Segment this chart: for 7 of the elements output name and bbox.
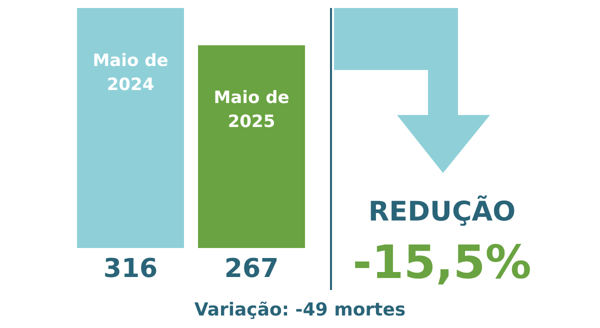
data-label: 316 bbox=[103, 254, 158, 284]
text: REDUÇÃO bbox=[368, 194, 516, 228]
x-tick-label: Maio de 2024 bbox=[92, 51, 168, 95]
text: -15,5% bbox=[352, 235, 532, 289]
text: Variação: -49 mortes bbox=[194, 300, 406, 320]
x-tick-label: Maio de 2025 bbox=[214, 88, 290, 132]
data-label: 267 bbox=[224, 254, 279, 284]
